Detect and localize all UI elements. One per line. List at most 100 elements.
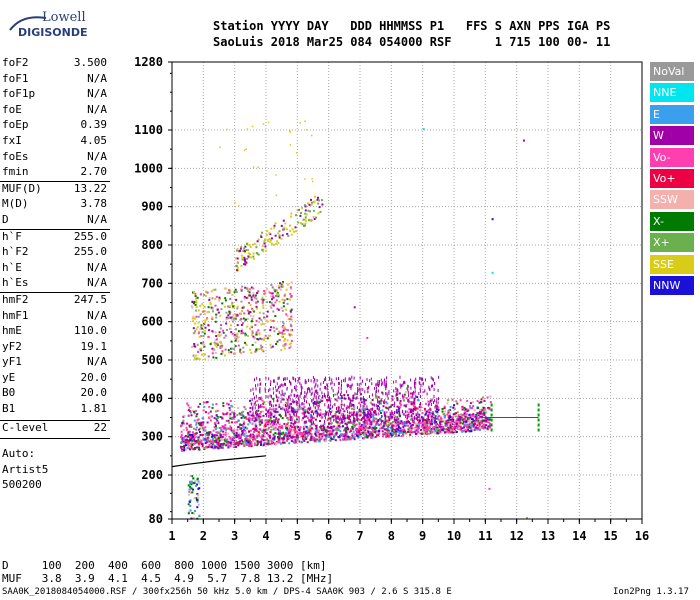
- echo-streak: [313, 380, 315, 384]
- echo-point-sparse: [245, 148, 247, 150]
- y-tick-label: 1000: [134, 161, 163, 175]
- echo-point-hop2: [290, 329, 292, 332]
- echo-point-hop2: [229, 327, 232, 330]
- echo-point: [265, 432, 268, 435]
- echo-streak: [410, 395, 412, 399]
- legend-item: NNW: [650, 275, 694, 295]
- echo-point-hop2: [278, 286, 281, 289]
- echo-point-hop3: [290, 212, 293, 215]
- echo-streak: [303, 402, 305, 406]
- echo-streak: [347, 396, 349, 400]
- echo-point: [316, 432, 319, 435]
- echo-point-hop3: [241, 258, 244, 261]
- echo-point: [229, 413, 232, 416]
- echo-point: [194, 409, 197, 412]
- echo-streak: [353, 417, 355, 421]
- echo-point-hop2: [234, 317, 237, 320]
- echo-point: [434, 429, 437, 432]
- echo-point: [334, 439, 337, 442]
- echo-point: [256, 442, 259, 445]
- echo-point: [298, 440, 301, 443]
- echo-point: [366, 421, 369, 423]
- echo-point: [357, 432, 360, 435]
- echo-point-hop2: [270, 284, 273, 286]
- echo-point: [399, 399, 402, 402]
- echo-point: [282, 439, 285, 442]
- echo-streak: [330, 418, 332, 422]
- echo-point-hop2: [216, 343, 219, 346]
- echo-point-hop3: [304, 205, 307, 208]
- echo-point-hop2: [229, 298, 232, 300]
- echo-point: [220, 430, 223, 432]
- echo-point: [387, 425, 390, 428]
- echo-point: [412, 430, 415, 433]
- echo-point: [288, 437, 291, 440]
- echo-point: [229, 428, 232, 430]
- echo-streak: [304, 399, 305, 402]
- auto-label: Auto:: [2, 447, 36, 461]
- echo-point: [425, 412, 428, 415]
- echo-point-hop2: [263, 329, 266, 332]
- echo-point: [205, 437, 208, 440]
- echo-point: [400, 420, 403, 423]
- echo-point-hop3: [264, 249, 267, 252]
- echo-point: [336, 426, 339, 429]
- echo-point: [199, 422, 202, 425]
- echo-point: [461, 430, 464, 433]
- echo-point-hop3: [252, 252, 255, 255]
- echo-point-hop3: [277, 232, 280, 235]
- echo-point: [190, 437, 193, 440]
- echo-point-low: [193, 497, 196, 499]
- echo-streak: [349, 419, 351, 422]
- echo-point: [273, 437, 276, 440]
- echo-point-hop2: [201, 331, 204, 334]
- echo-point: [415, 422, 418, 425]
- echo-point: [423, 422, 426, 425]
- echo-point: [297, 408, 300, 411]
- echo-point-sparse: [304, 178, 306, 180]
- param-row: foF1 N/A: [0, 72, 110, 88]
- echo-point-hop2: [231, 303, 234, 306]
- echo-streak: [316, 409, 318, 413]
- echo-streak: [383, 412, 385, 416]
- echo-point: [208, 433, 211, 436]
- echo-point-hop2: [258, 348, 261, 351]
- echo-point-hop2: [273, 288, 276, 291]
- echo-streak: [366, 378, 368, 381]
- echo-point-hop2: [224, 299, 227, 302]
- echo-point: [369, 431, 372, 434]
- echo-point: [199, 427, 201, 430]
- echo-point: [196, 446, 199, 449]
- echo-streak: [309, 419, 311, 423]
- echo-point: [227, 432, 230, 435]
- echo-point: [349, 428, 352, 431]
- echo-point-hop2: [195, 306, 198, 309]
- echo-point-hop2: [203, 322, 206, 325]
- echo-point-hop2: [195, 328, 198, 331]
- echo-point-hop2: [287, 318, 290, 321]
- echo-point-low: [195, 498, 198, 501]
- echo-point: [294, 439, 297, 442]
- echo-point: [402, 434, 405, 436]
- x-tick-label: 16: [635, 529, 649, 543]
- echo-point: [256, 444, 259, 447]
- echo-streak: [401, 394, 403, 398]
- echo-point: [219, 416, 222, 418]
- echo-streak: [405, 404, 407, 408]
- param-row: hmF1 N/A: [0, 309, 110, 325]
- echo-point: [379, 427, 382, 430]
- echo-point-hop2: [237, 336, 240, 339]
- echo-point-hop3: [262, 250, 264, 253]
- echo-point-hop3: [261, 245, 264, 247]
- echo-point: [336, 416, 339, 419]
- echo-point: [439, 430, 442, 433]
- echo-point: [401, 423, 404, 426]
- footer-d-row: D 100 200 400 600 800 1000 1500 3000 [km…: [2, 559, 327, 572]
- echo-streak: [377, 389, 379, 393]
- divider: [0, 291, 110, 293]
- echo-point: [391, 432, 394, 435]
- echo-point: [266, 438, 268, 441]
- echo-point: [438, 431, 441, 434]
- echo-streak: [254, 396, 255, 400]
- echo-point: [363, 428, 366, 431]
